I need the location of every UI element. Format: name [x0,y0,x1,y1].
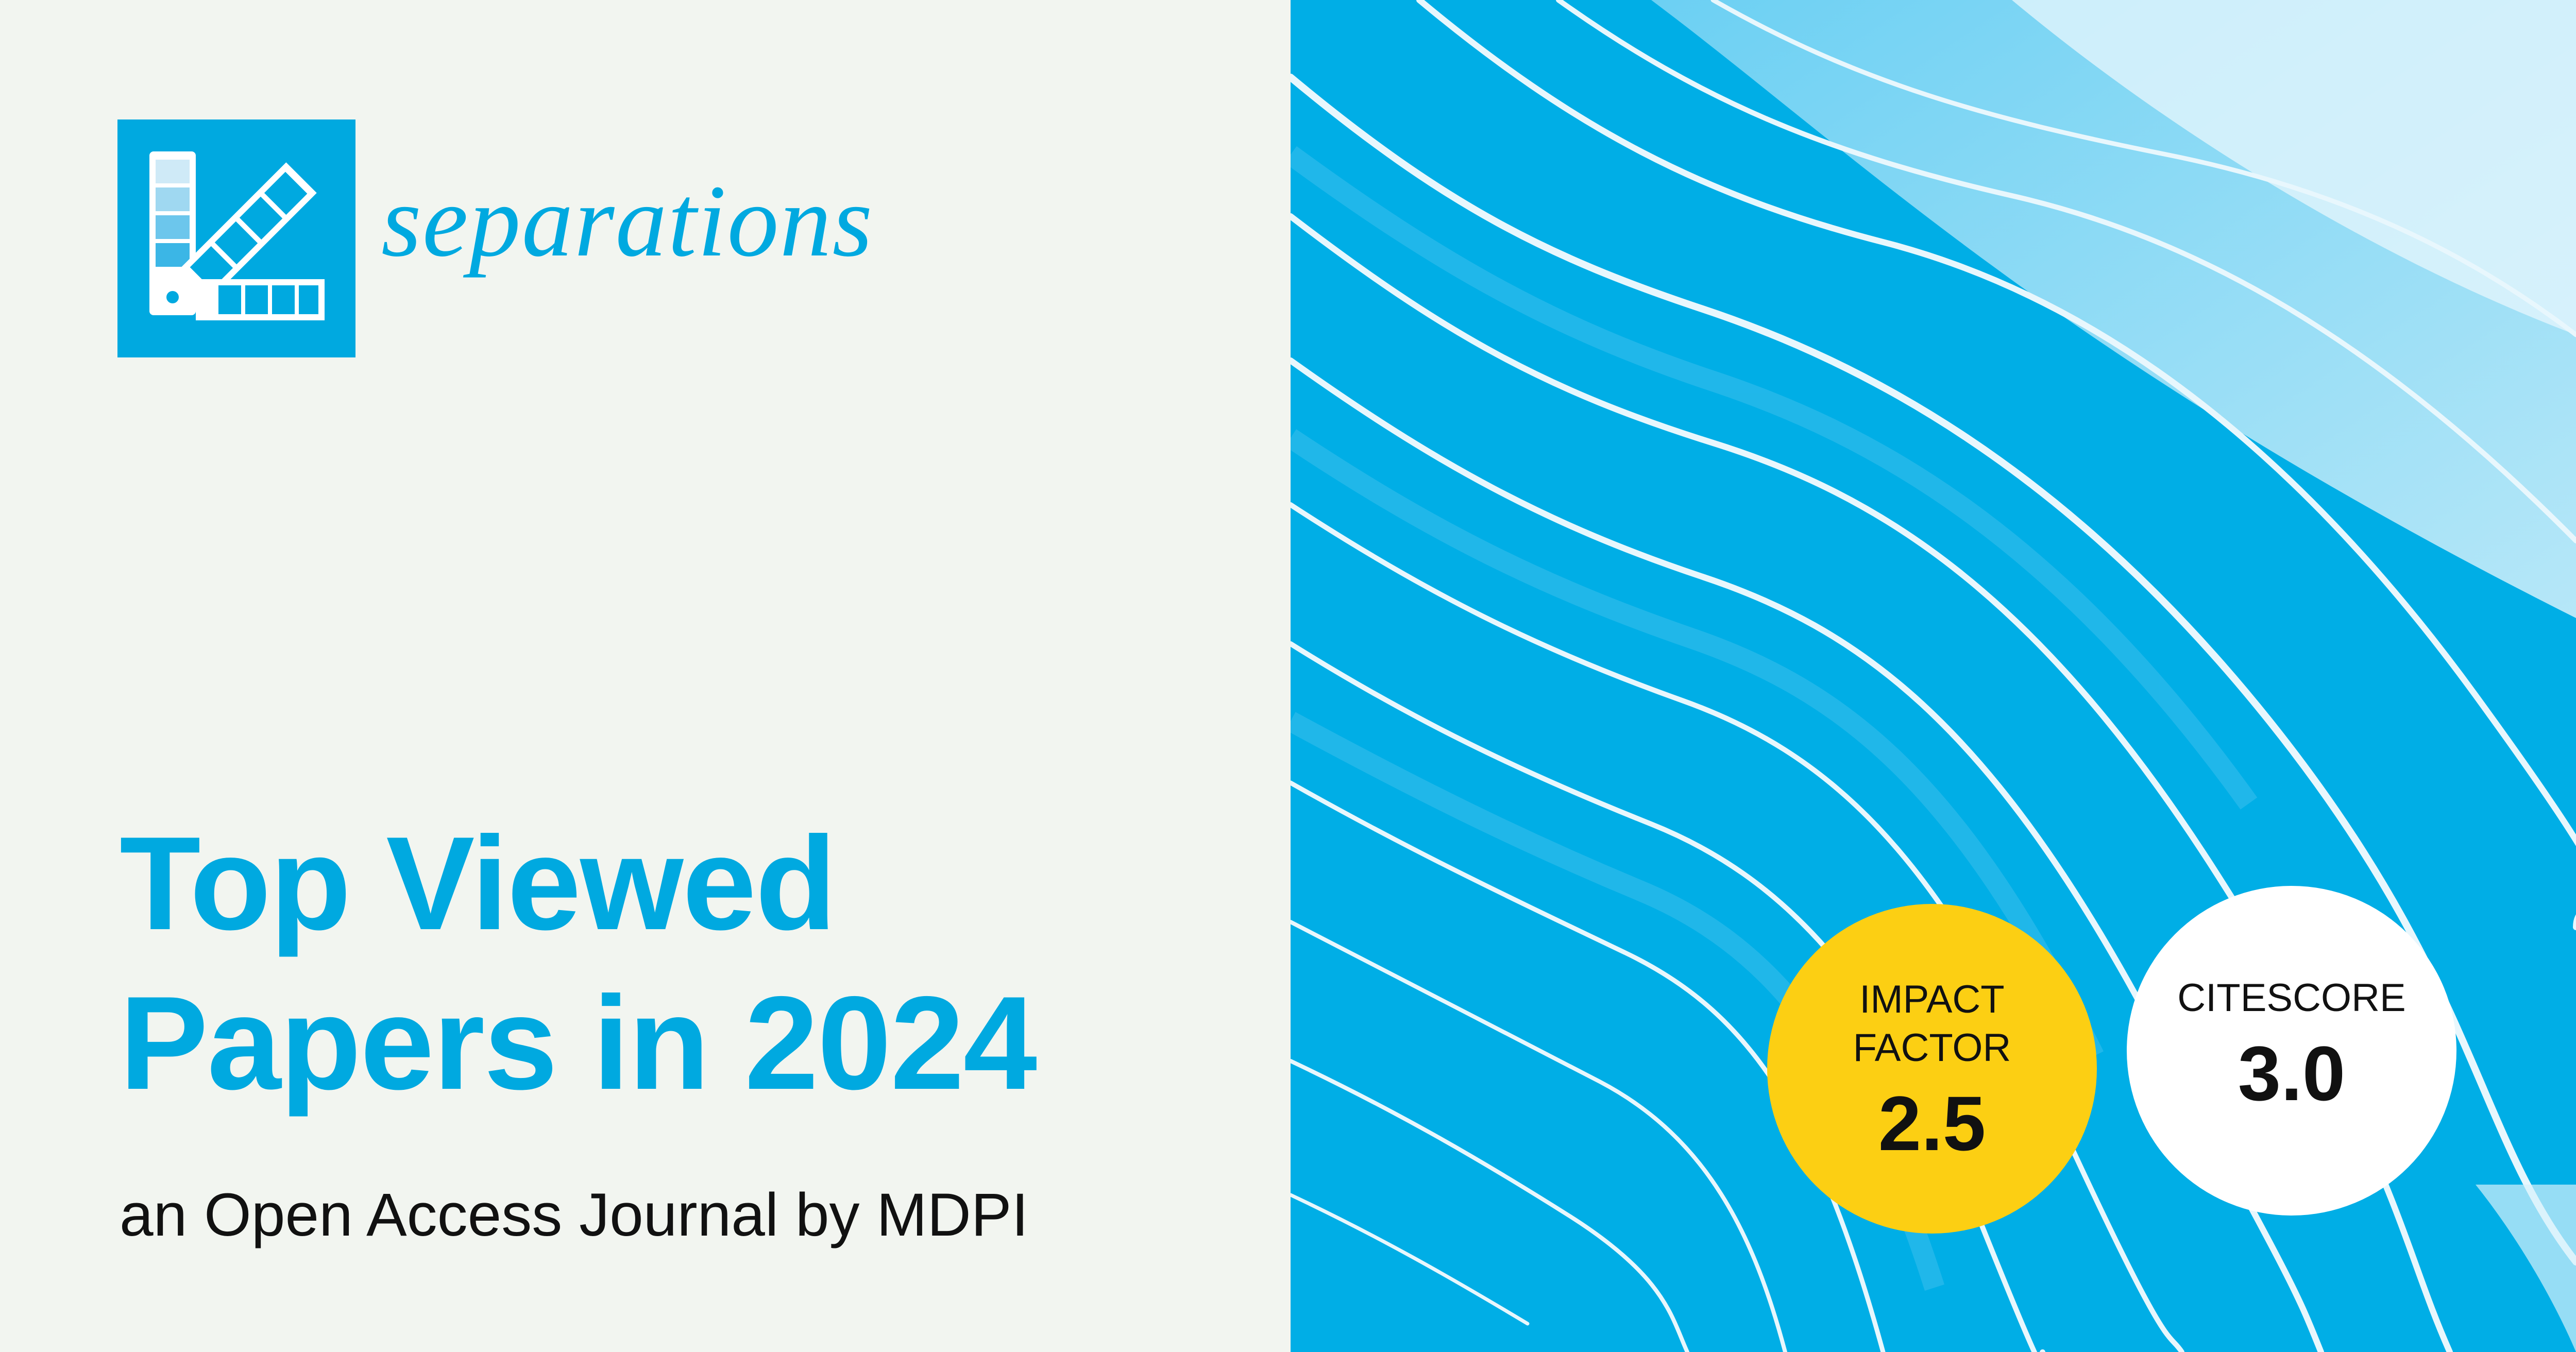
journal-logo [117,119,355,357]
citescore-value: 3.0 [2238,1030,2346,1117]
citescore-label-text: CITESCORE [2177,976,2406,1020]
impact-factor-label-line-1: IMPACT [1859,978,2005,1021]
citescore-label: CITESCORE [2177,974,2405,1022]
subtitle: an Open Access Journal by MDPI [120,1181,1029,1249]
impact-factor-label: IMPACT FACTOR [1853,976,2011,1072]
headline: Top Viewed Papers in 2024 [120,803,1253,1123]
impact-factor-value: 2.5 [1878,1080,1986,1167]
left-panel: separations Top Viewed Papers in 2024 an… [117,119,1253,1249]
impact-factor-badge: IMPACT FACTOR 2.5 [1767,904,2097,1234]
color-swatch-icon [149,151,325,320]
citescore-badge: CITESCORE 3.0 [2127,886,2456,1216]
journal-name: separations [381,164,874,278]
headline-line-1: Top Viewed [120,809,837,957]
impact-factor-label-line-2: FACTOR [1853,1026,2011,1070]
headline-line-2: Papers in 2024 [120,968,1037,1117]
